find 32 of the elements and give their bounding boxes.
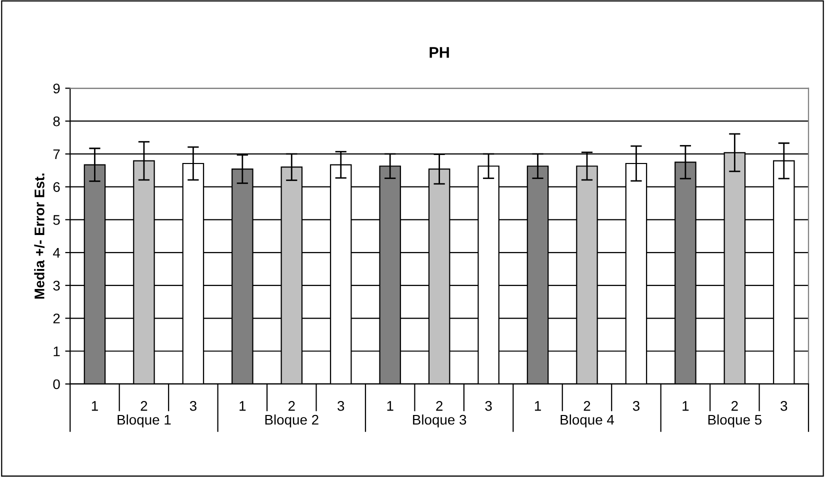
x-tick-label: 2 (584, 401, 590, 411)
y-tick-label: 1 (54, 346, 60, 356)
y-axis-title: Media +/- Error Est. (34, 174, 45, 299)
y-tick-label: 8 (53, 116, 60, 126)
x-tick-label: 3 (632, 401, 640, 411)
x-tick-label: 2 (732, 401, 738, 411)
x-tick-label: 2 (288, 401, 295, 411)
text: Bloque 3 (413, 414, 466, 428)
y-tick-label: 5 (53, 215, 60, 225)
y-tick-label: 2 (53, 314, 60, 324)
x-tick-label: 3 (190, 401, 196, 411)
x-tick-label: 1 (682, 401, 689, 411)
y-tick-label: 9 (53, 84, 60, 94)
y-tick-label: 3 (53, 280, 60, 291)
text: Bloque 2 (265, 414, 318, 428)
x-tick-label: 1 (240, 401, 246, 411)
text: Bloque 4 (560, 414, 614, 428)
x-tick-label: 1 (534, 401, 541, 411)
y-tick-label: 4 (53, 248, 60, 258)
x-tick-label: 1 (387, 401, 394, 411)
x-tick-label: 2 (140, 401, 148, 411)
x-tick-label: 3 (338, 401, 344, 411)
x-tick-label: 2 (436, 401, 442, 411)
x-tick-label: 3 (485, 401, 492, 411)
y-tick-label: 6 (53, 182, 60, 192)
chart-title: PH (430, 47, 449, 58)
text: Bloque 1 (118, 414, 171, 428)
x-tick-label: 3 (780, 401, 788, 411)
text: Bloque 5 (708, 414, 762, 428)
y-tick-label: 0 (53, 379, 60, 390)
y-tick-label: 7 (53, 149, 60, 159)
x-tick-label: 1 (92, 401, 98, 411)
